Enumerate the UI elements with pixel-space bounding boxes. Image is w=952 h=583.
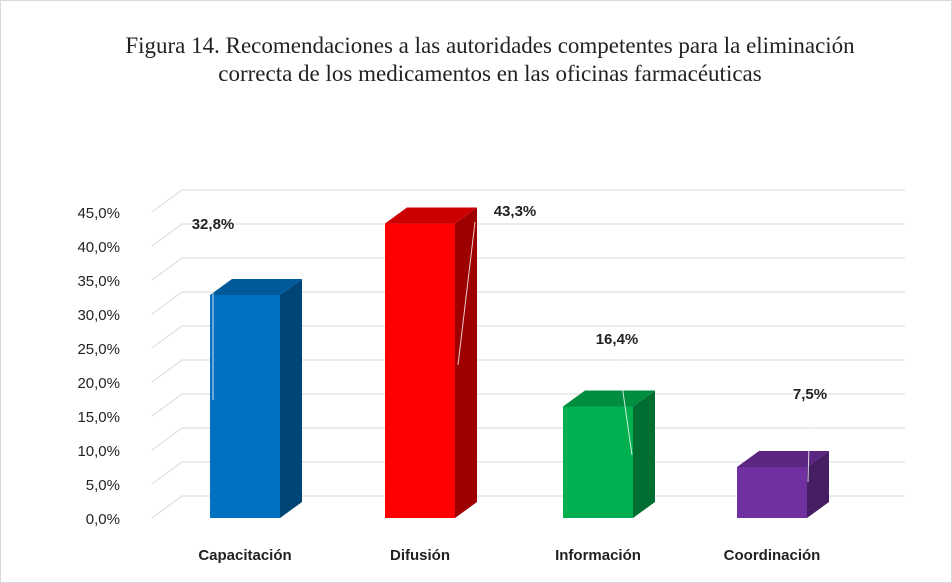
y-tick-label: 30,0% bbox=[77, 307, 120, 324]
bar bbox=[385, 223, 455, 518]
y-tick-label: 15,0% bbox=[77, 409, 120, 426]
leader-line bbox=[457, 221, 476, 366]
data-label: 32,8% bbox=[192, 216, 235, 233]
x-tick-label: Coordinación bbox=[724, 547, 821, 564]
grid-line bbox=[151, 325, 905, 349]
y-tick-label: 20,0% bbox=[77, 375, 120, 392]
bar-side bbox=[633, 390, 655, 518]
x-tick-label: Capacitación bbox=[198, 547, 291, 564]
y-tick-label: 5,0% bbox=[86, 477, 120, 494]
data-label: 7,5% bbox=[793, 386, 827, 403]
grid-line bbox=[151, 393, 905, 417]
grid-line bbox=[151, 291, 905, 315]
bar-top bbox=[563, 390, 655, 407]
bar bbox=[563, 406, 633, 518]
grid-line bbox=[151, 257, 905, 281]
bar bbox=[210, 294, 280, 518]
data-label: 16,4% bbox=[596, 331, 639, 348]
x-tick-label: Información bbox=[555, 547, 641, 564]
y-tick-label: 0,0% bbox=[86, 511, 120, 528]
grid-line bbox=[151, 359, 905, 383]
bar-side bbox=[455, 207, 477, 518]
y-tick-label: 45,0% bbox=[77, 205, 120, 222]
bar-top bbox=[737, 451, 829, 467]
data-label: 43,3% bbox=[494, 203, 537, 220]
y-tick-label: 10,0% bbox=[77, 443, 120, 460]
y-tick-label: 25,0% bbox=[77, 341, 120, 358]
grid-line bbox=[151, 495, 905, 519]
y-tick-label: 40,0% bbox=[77, 239, 120, 256]
leader-line bbox=[616, 349, 633, 456]
y-tick-label: 35,0% bbox=[77, 273, 120, 290]
bar-side bbox=[807, 451, 829, 518]
grid-line bbox=[151, 223, 905, 247]
bar-top bbox=[210, 278, 302, 295]
x-tick-label: Difusión bbox=[390, 547, 450, 564]
grid-line bbox=[151, 189, 905, 213]
bar bbox=[737, 467, 807, 518]
grid-line bbox=[151, 461, 905, 485]
bar-top bbox=[385, 207, 477, 224]
bar-side bbox=[280, 278, 302, 518]
grid-line bbox=[151, 427, 905, 451]
chart-title: Figura 14. Recomendaciones a las autorid… bbox=[125, 33, 855, 86]
leader-line bbox=[807, 404, 811, 483]
